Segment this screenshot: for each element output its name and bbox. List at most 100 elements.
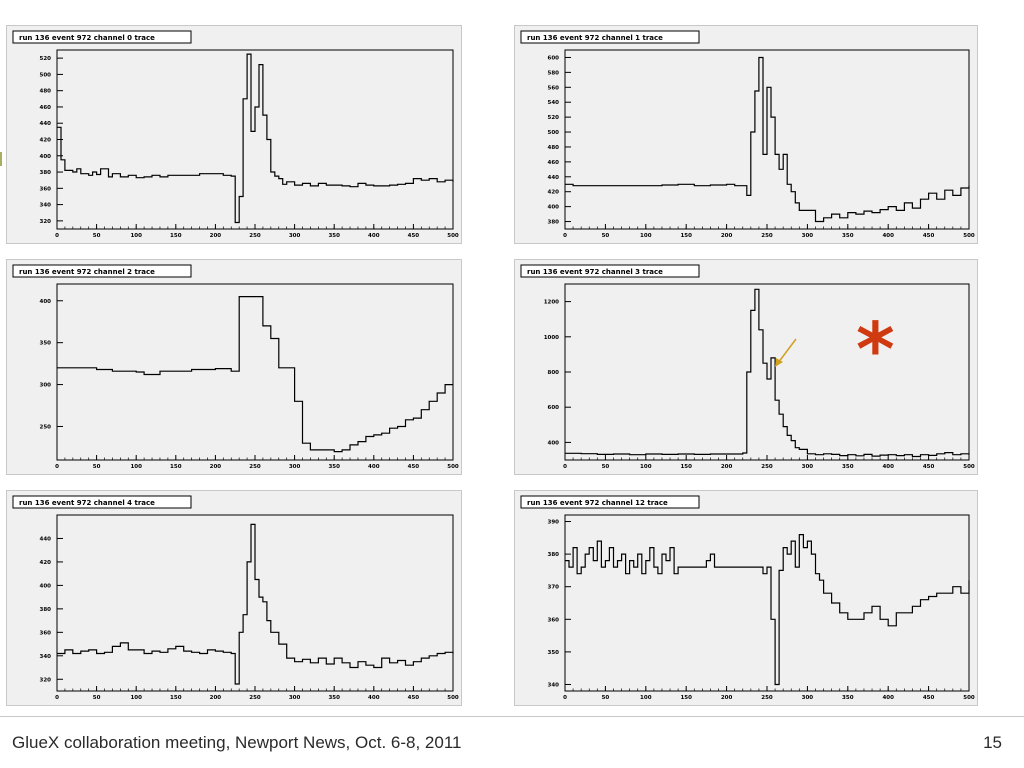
x-tick-label: 500: [963, 464, 975, 470]
x-tick-label: 300: [802, 464, 814, 470]
x-tick-label: 250: [761, 695, 773, 701]
y-tick-label: 800: [548, 370, 560, 376]
y-tick-label: 320: [40, 219, 52, 225]
y-tick-label: 500: [40, 72, 52, 78]
trace-line: [565, 288, 970, 458]
y-tick-label: 420: [40, 138, 52, 144]
x-tick-label: 0: [55, 233, 59, 239]
y-tick-label: 480: [548, 145, 560, 151]
chart-title-box: [520, 264, 700, 278]
trace-line: [565, 534, 970, 686]
x-tick-label: 150: [680, 233, 692, 239]
x-tick-label: 500: [963, 695, 975, 701]
panel-channel-3: run 136 event 972 channel 3 trace 0 50 100 1…: [514, 259, 978, 475]
y-tick-label: 250: [40, 424, 52, 430]
x-tick-label: 250: [761, 233, 773, 239]
y-tick-label: 540: [548, 100, 560, 106]
x-tick-label: 100: [130, 695, 142, 701]
x-tick-label: 200: [210, 464, 222, 470]
asterisk-marker: *: [856, 307, 895, 393]
x-tick-label: 0: [563, 695, 567, 701]
x-tick-label: 200: [721, 695, 733, 701]
y-tick-label: 440: [548, 175, 560, 181]
x-tick-label: 400: [882, 695, 894, 701]
chart-title-box: [12, 30, 192, 44]
y-tick-label: 400: [548, 440, 560, 446]
x-tick-label: 350: [328, 233, 340, 239]
x-tick-label: 50: [602, 233, 610, 239]
x-tick-label: 150: [170, 464, 182, 470]
y-tick-label: 480: [40, 89, 52, 95]
x-tick-label: 200: [721, 464, 733, 470]
chart-channel-4: run 136 event 972 channel 4 trace 0 50 100 1…: [12, 495, 459, 701]
y-tick-label: 520: [548, 115, 560, 121]
chart-title: run 136 event 972 channel 12 trace: [527, 499, 668, 507]
y-tick-label: 400: [40, 583, 52, 589]
x-tick-label: 0: [563, 233, 567, 239]
x-tick-label: 300: [802, 695, 814, 701]
arrow-icon: [775, 338, 797, 367]
x-tick-label: 450: [408, 464, 420, 470]
trace-line: [57, 53, 454, 224]
chart-title: run 136 event 972 channel 2 trace: [19, 268, 155, 276]
y-tick-label: 420: [548, 190, 560, 196]
chart-channel-12: run 136 event 972 channel 12 trace 0 50 100…: [520, 495, 975, 701]
y-tick-label: 440: [40, 121, 52, 127]
y-tick-label: 400: [40, 299, 52, 305]
x-tick-label: 350: [328, 464, 340, 470]
x-tick-label: 350: [842, 695, 854, 701]
x-tick-label: 250: [249, 695, 261, 701]
x-tick-label: 50: [602, 464, 610, 470]
x-tick-label: 100: [640, 464, 652, 470]
y-tick-label: 600: [548, 55, 560, 61]
page-number: 15: [983, 733, 1002, 752]
y-tick-label: 380: [40, 170, 52, 176]
panel-channel-1: run 136 event 972 channel 1 trace 0 50 100 1…: [514, 25, 978, 244]
panel-channel-12: run 136 event 972 channel 12 trace 0 50 100…: [514, 490, 978, 706]
x-tick-label: 100: [130, 464, 142, 470]
x-tick-label: 300: [289, 233, 301, 239]
x-tick-label: 400: [368, 695, 380, 701]
x-tick-label: 150: [170, 695, 182, 701]
y-tick-label: 1200: [544, 300, 559, 306]
x-tick-label: 200: [210, 695, 222, 701]
y-tick-label: 380: [548, 220, 560, 226]
x-tick-label: 500: [447, 464, 459, 470]
x-tick-label: 500: [447, 695, 459, 701]
x-tick-label: 100: [130, 233, 142, 239]
y-tick-label: 520: [40, 56, 52, 62]
chart-channel-2: run 136 event 972 channel 2 trace 0 50 100 1…: [12, 264, 459, 470]
x-tick-label: 50: [93, 695, 101, 701]
footer-divider: [0, 716, 1024, 717]
x-tick-label: 250: [249, 233, 261, 239]
trace-line: [57, 296, 453, 453]
y-tick-label: 350: [548, 650, 560, 656]
y-tick-label: 420: [40, 560, 52, 566]
x-tick-label: 400: [368, 464, 380, 470]
trace-line: [57, 523, 454, 685]
x-tick-label: 350: [842, 464, 854, 470]
y-tick-label: 560: [548, 85, 560, 91]
chart-title: run 136 event 972 channel 0 trace: [19, 34, 155, 42]
x-tick-label: 350: [842, 233, 854, 239]
y-tick-label: 340: [40, 203, 52, 209]
y-tick-label: 340: [548, 682, 560, 688]
x-tick-label: 300: [289, 464, 301, 470]
y-tick-label: 350: [40, 341, 52, 347]
y-tick-label: 390: [548, 520, 560, 526]
chart-title-box: [12, 495, 192, 509]
y-tick-label: 440: [40, 536, 52, 542]
x-tick-label: 450: [408, 233, 420, 239]
y-tick-label: 500: [548, 130, 560, 136]
x-tick-label: 350: [328, 695, 340, 701]
y-tick-label: 1000: [544, 335, 559, 341]
y-tick-label: 580: [548, 70, 560, 76]
x-tick-label: 400: [368, 233, 380, 239]
chart-channel-3: run 136 event 972 channel 3 trace 0 50 100 1…: [520, 264, 975, 470]
x-tick-label: 0: [55, 464, 59, 470]
y-tick-label: 300: [40, 383, 52, 389]
x-tick-label: 450: [923, 695, 935, 701]
x-tick-label: 0: [563, 464, 567, 470]
chart-title-box: [12, 264, 192, 278]
